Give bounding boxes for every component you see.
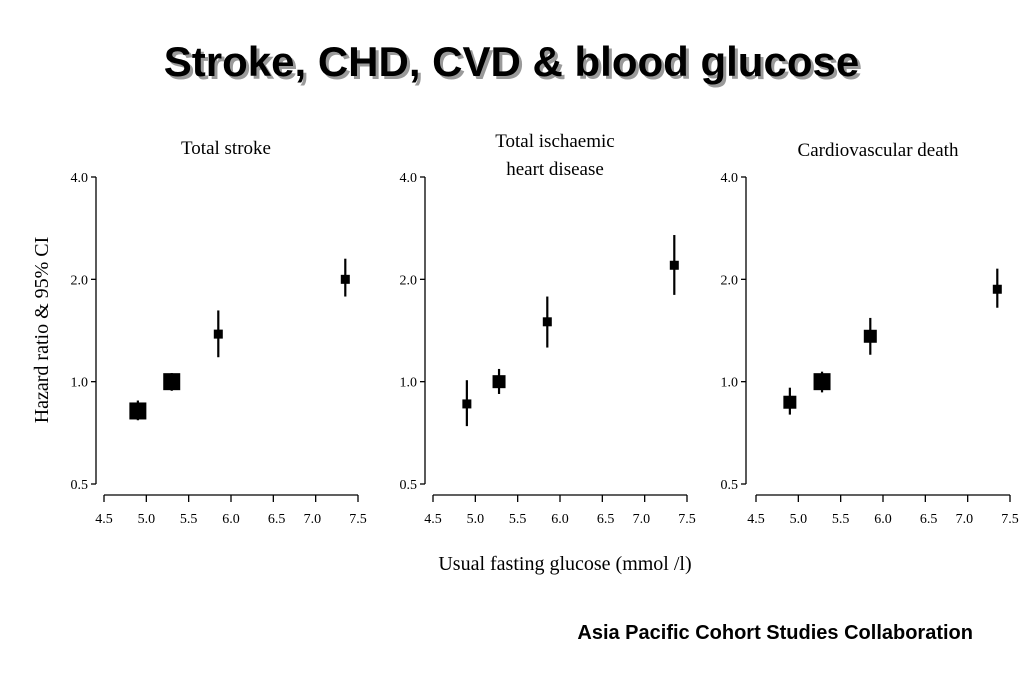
y-tick-label: 0.5 [71, 478, 89, 493]
data-point [340, 274, 350, 284]
y-tick-label: 2.0 [721, 273, 739, 288]
x-tick-label: 6.5 [597, 512, 615, 527]
y-tick-label: 1.0 [400, 376, 418, 391]
y-tick-label: 4.0 [400, 171, 418, 186]
x-tick-label: 6.5 [268, 512, 286, 527]
x-tick-label: 5.5 [509, 512, 527, 527]
data-point [492, 375, 506, 389]
data-point [213, 329, 223, 339]
data-point [462, 399, 472, 409]
y-tick-label: 1.0 [71, 376, 89, 391]
x-tick-label: 6.0 [222, 512, 240, 527]
x-tick-label: 7.0 [633, 512, 651, 527]
panel-title-line: Cardiovascular death [798, 140, 959, 161]
panel-title-line: Total ischaemic [495, 131, 614, 152]
y-tick-label: 2.0 [71, 273, 89, 288]
x-tick-label: 7.5 [678, 512, 696, 527]
data-point [863, 329, 877, 343]
panel-title-line: heart disease [506, 159, 604, 180]
x-tick-label: 7.5 [349, 512, 367, 527]
x-tick-label: 5.5 [832, 512, 850, 527]
x-tick-label: 4.5 [95, 512, 113, 527]
data-point [163, 373, 181, 391]
x-tick-label: 5.0 [467, 512, 485, 527]
y-axis-label: Hazard ratio & 95% CI [31, 237, 53, 424]
data-point [992, 284, 1002, 294]
slide-title: Stroke, CHD, CVD & blood glucose [163, 38, 860, 85]
x-tick-label: 5.5 [180, 512, 198, 527]
x-tick-label: 6.5 [920, 512, 938, 527]
panel-title-line: Total stroke [181, 138, 271, 159]
y-tick-label: 2.0 [400, 273, 418, 288]
x-tick-label: 5.0 [790, 512, 808, 527]
x-tick-label: 4.5 [424, 512, 442, 527]
y-tick-label: 4.0 [71, 171, 89, 186]
y-tick-label: 4.0 [721, 171, 739, 186]
data-point [783, 395, 797, 409]
source-credit: Asia Pacific Cohort Studies Collaboratio… [577, 622, 973, 644]
x-tick-label: 7.0 [304, 512, 322, 527]
data-point [542, 317, 552, 327]
x-tick-label: 6.0 [874, 512, 892, 527]
x-tick-label: 7.0 [956, 512, 974, 527]
y-tick-label: 0.5 [721, 478, 739, 493]
x-tick-label: 6.0 [551, 512, 569, 527]
x-tick-label: 7.5 [1001, 512, 1019, 527]
data-point [813, 373, 831, 391]
x-axis-label: Usual fasting glucose (mmol /l) [438, 553, 691, 575]
y-tick-label: 0.5 [400, 478, 418, 493]
data-point [129, 402, 147, 420]
data-point [669, 260, 679, 270]
y-tick-label: 1.0 [721, 376, 739, 391]
x-tick-label: 4.5 [747, 512, 765, 527]
x-tick-label: 5.0 [138, 512, 156, 527]
